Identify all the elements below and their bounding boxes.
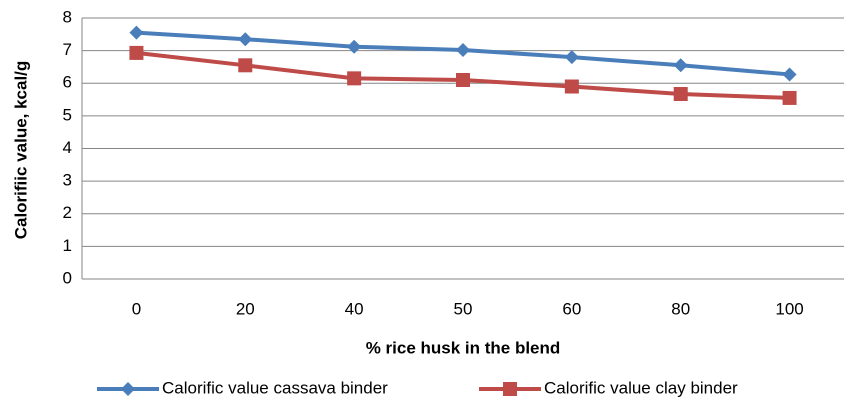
data-point [673,58,688,73]
y-tick-label: 4 [63,138,72,157]
data-point [347,71,362,86]
x-tick-label: 80 [671,299,690,318]
data-point [456,42,470,57]
y-tick-label: 0 [63,268,72,287]
data-point [782,67,797,82]
y-tick-label: 1 [63,236,72,255]
data-point [673,87,688,102]
x-tick-label: 20 [236,299,255,318]
data-point [564,79,579,94]
data-point [782,90,797,105]
x-axis-title: % rice husk in the blend [366,338,561,357]
data-point [564,50,579,65]
y-tick-label: 3 [63,171,72,190]
y-tick-label: 6 [63,73,72,92]
data-point [129,45,144,60]
legend-marker [121,382,135,396]
x-tick-label: 50 [454,299,473,318]
data-point [456,72,470,87]
y-axis-title: Calorifiic value, kcal/g [11,61,30,240]
y-tick-label: 8 [63,7,72,26]
legend-label: Calorific value cassava binder [162,378,388,397]
x-tick-label: 40 [345,299,364,318]
x-tick-label: 0 [132,299,141,318]
data-point [238,58,253,73]
x-tick-label: 100 [775,299,803,318]
data-point [129,25,144,40]
y-tick-label: 7 [63,40,72,59]
legend-marker [503,382,517,396]
data-point [238,32,253,47]
y-tick-label: 2 [63,203,72,222]
data-point [347,39,362,54]
legend-label: Calorific value clay binder [544,378,738,397]
y-tick-label: 5 [63,105,72,124]
x-tick-label: 60 [562,299,581,318]
